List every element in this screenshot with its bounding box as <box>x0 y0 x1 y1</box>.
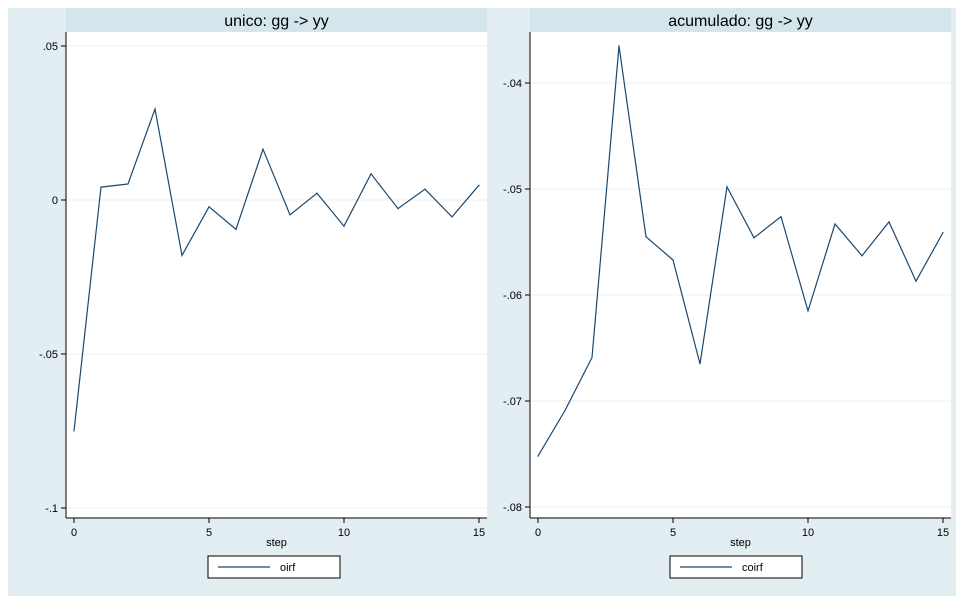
data-point <box>451 216 452 217</box>
data-point <box>370 173 371 174</box>
x-tick-label: 15 <box>937 527 949 539</box>
data-point <box>780 216 781 217</box>
data-point <box>861 255 862 256</box>
plot-area <box>530 32 951 518</box>
x-tick-label: 10 <box>338 527 350 539</box>
data-point <box>397 208 398 209</box>
data-point <box>753 237 754 238</box>
data-point <box>235 229 236 230</box>
data-point <box>618 45 619 46</box>
data-point <box>672 259 673 260</box>
chart-panel-1: unico: gg -> yy -.1 -.05 0 .05 0 5 10 15 step oirf <box>39 8 487 578</box>
data-point <box>154 109 155 110</box>
y-tick-label: -.1 <box>45 503 58 515</box>
data-point <box>343 226 344 227</box>
y-tick-label: -.04 <box>503 78 522 90</box>
legend-label: oirf <box>280 562 296 574</box>
chart-title: unico: gg -> yy <box>224 13 329 30</box>
x-tick-label: 5 <box>670 527 676 539</box>
x-tick-label: 5 <box>206 527 212 539</box>
data-point <box>262 149 263 150</box>
data-point <box>127 183 128 184</box>
data-point <box>181 255 182 256</box>
data-point <box>537 456 538 457</box>
x-axis-title: step <box>730 537 751 549</box>
y-tick-label: -.05 <box>503 184 522 196</box>
chart-panel-2: acumulado: gg -> yy -.08 -.07 -.06 -.05 -.04 0… <box>503 8 951 578</box>
data-point <box>289 214 290 215</box>
data-point <box>915 281 916 282</box>
x-tick-label: 0 <box>535 527 541 539</box>
y-tick-label: -.08 <box>503 502 522 514</box>
data-point <box>726 186 727 187</box>
data-point <box>807 310 808 311</box>
y-tick-label: -.07 <box>503 396 522 408</box>
x-tick-label: 15 <box>473 527 485 539</box>
y-tick-label: -.05 <box>39 349 58 361</box>
x-tick-label: 10 <box>802 527 814 539</box>
chart-svg: unico: gg -> yy -.1 -.05 0 .05 0 5 10 15 step oirf… <box>8 8 956 596</box>
data-point <box>73 430 74 431</box>
data-point <box>316 193 317 194</box>
data-point <box>478 185 479 186</box>
data-point <box>699 363 700 364</box>
y-tick-label: -.06 <box>503 290 522 302</box>
data-point <box>100 186 101 187</box>
data-point <box>888 221 889 222</box>
y-tick-label: .05 <box>43 41 58 53</box>
data-point <box>645 236 646 237</box>
data-point <box>564 410 565 411</box>
data-point <box>424 189 425 190</box>
x-tick-label: 0 <box>71 527 77 539</box>
data-point <box>208 206 209 207</box>
chart-figure: unico: gg -> yy -.1 -.05 0 .05 0 5 10 15 step oirf… <box>8 8 956 596</box>
data-point <box>591 357 592 358</box>
chart-title: acumulado: gg -> yy <box>668 13 813 30</box>
plot-area <box>66 32 487 518</box>
x-axis-title: step <box>266 537 287 549</box>
y-tick-label: 0 <box>52 195 58 207</box>
legend-label: coirf <box>742 562 764 574</box>
data-point <box>834 223 835 224</box>
data-point <box>942 232 943 233</box>
